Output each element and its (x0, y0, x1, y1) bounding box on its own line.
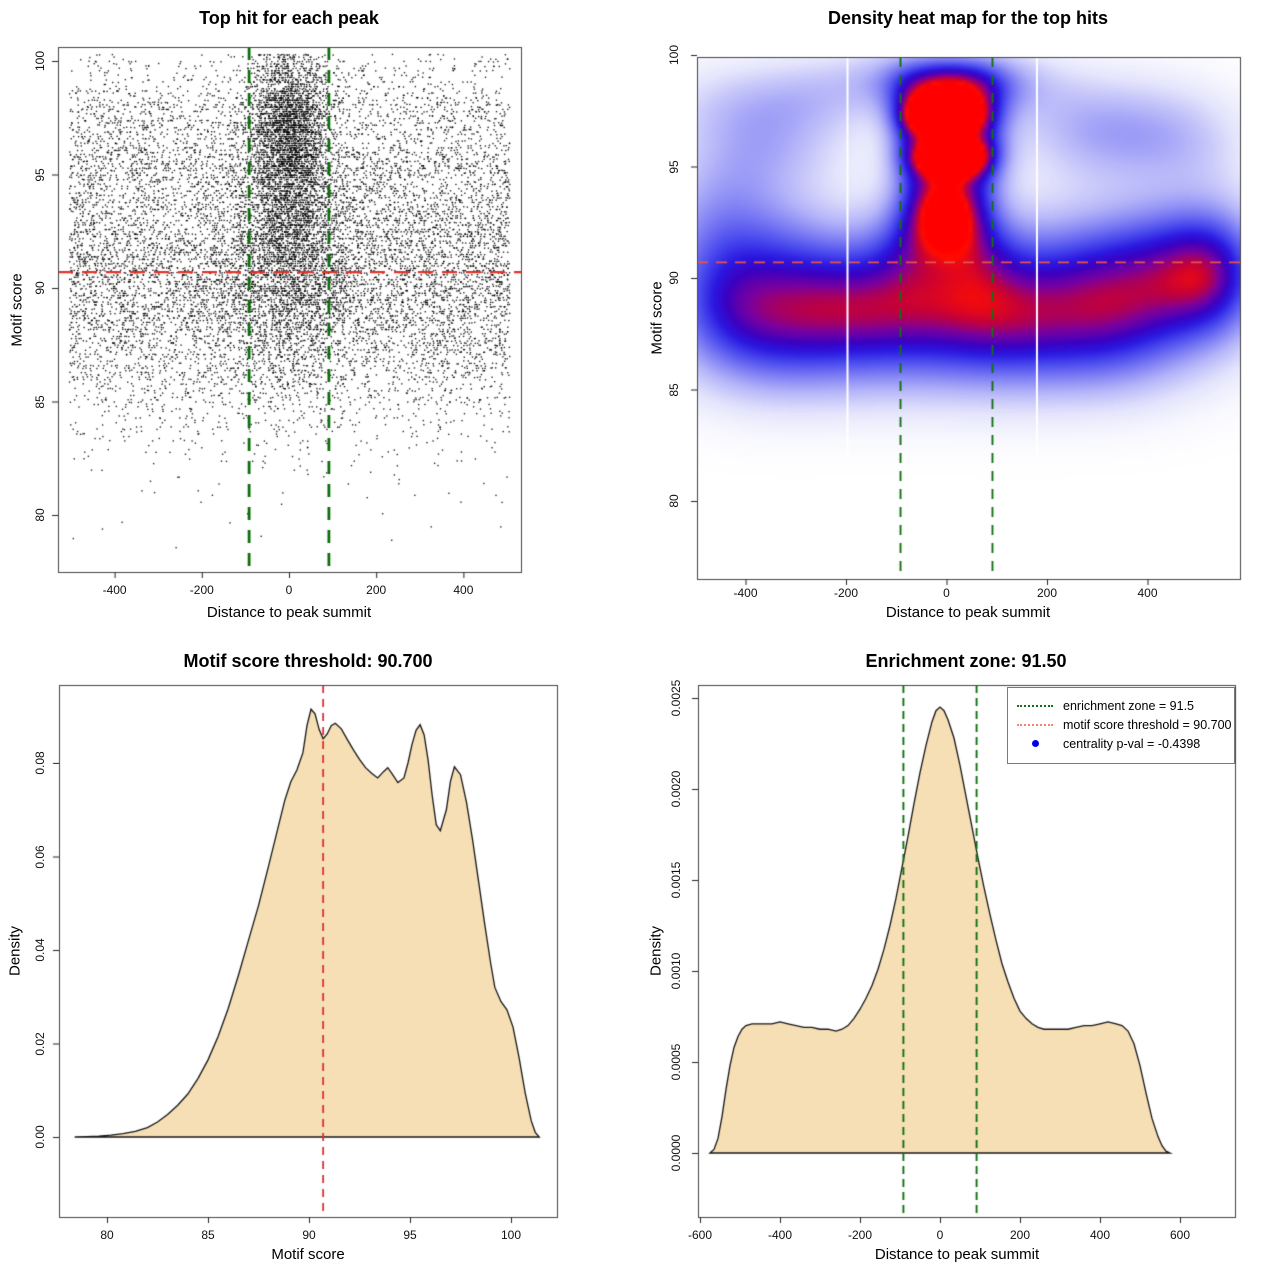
tick-label: 0 (936, 1228, 944, 1242)
x-axis-label-top-right: Distance to peak summit (885, 604, 1051, 621)
tick-label: -400 (102, 583, 127, 597)
legend-item-motif-score-threshold: motif score threshold = 90.700 (1016, 715, 1232, 734)
tick-label: 0.0025 (669, 679, 683, 717)
tick-label: 95 (403, 1228, 417, 1242)
legend-label: motif score threshold = 90.700 (1063, 717, 1232, 732)
tick-label: 100 (500, 1228, 522, 1242)
tick-label: 85 (667, 382, 681, 397)
tick-label: -400 (767, 1228, 793, 1242)
blue-dot-icon (1016, 740, 1054, 747)
tick-label: -200 (189, 583, 214, 597)
tick-label: -200 (833, 586, 859, 600)
tick-label: 95 (667, 159, 681, 174)
y-axis-label-bottom-right: Density (647, 925, 665, 977)
y-axis-label-top-left: Motif score (8, 273, 26, 347)
legend: enrichment zone = 91.5 motif score thres… (1007, 687, 1235, 764)
tick-label: -200 (847, 1228, 873, 1242)
x-axis-label-bottom-right: Distance to peak summit (874, 1246, 1040, 1263)
tick-label: 90 (667, 271, 681, 285)
panel-bottom-right-title: Enrichment zone: 91.50 (865, 651, 1067, 671)
legend-item-centrality-pval: centrality p-val = -0.4398 (1016, 734, 1226, 753)
tick-label: 0.00 (33, 1125, 47, 1149)
x-axis-label-top-left: Distance to peak summit (206, 604, 372, 621)
tick-label: 100 (33, 50, 47, 72)
legend-label: enrichment zone = 91.5 (1063, 698, 1194, 713)
legend-label: centrality p-val = -0.4398 (1063, 736, 1201, 751)
panel-bottom-left-title: Motif score threshold: 90.700 (183, 651, 433, 671)
tick-label: -400 (733, 586, 758, 600)
tick-label: 0 (943, 586, 950, 600)
tick-label: 0.0000 (669, 1134, 683, 1172)
tick-label: -600 (687, 1228, 713, 1242)
x-axis-label-bottom-left: Motif score (271, 1246, 345, 1263)
tick-label: 80 (667, 494, 681, 508)
y-axis-label-top-right: Motif score (648, 281, 666, 355)
tick-label: 95 (33, 167, 47, 182)
panel-top-left-title: Top hit for each peak (199, 8, 379, 28)
tick-label: 200 (1009, 1228, 1031, 1242)
tick-label: 0.06 (33, 844, 47, 869)
tick-label: 0 (285, 583, 293, 597)
tick-label: 0.02 (33, 1031, 47, 1056)
tick-label: 0.0010 (669, 952, 683, 990)
tick-label: 600 (1169, 1228, 1191, 1242)
tick-label: 400 (1089, 1228, 1111, 1242)
y-axis-label-bottom-left: Density (6, 925, 24, 977)
tick-label: 90 (302, 1228, 316, 1242)
tick-label: 400 (1137, 586, 1158, 600)
tick-label: 90 (33, 281, 47, 295)
tick-label: 0.08 (33, 751, 47, 775)
tick-label: 200 (366, 583, 387, 597)
legend-item-enrichment-zone: enrichment zone = 91.5 (1016, 696, 1226, 715)
green-dotted-line-icon (1016, 704, 1054, 707)
tick-label: 200 (1036, 586, 1058, 600)
red-dotted-line-icon (1016, 723, 1054, 726)
panel-top-right-title: Density heat map for the top hits (827, 8, 1109, 28)
tick-label: 0.0005 (669, 1043, 683, 1081)
tick-label: 80 (100, 1228, 114, 1242)
tick-label: 400 (453, 583, 474, 597)
tick-label: 85 (201, 1228, 215, 1242)
tick-label: 80 (33, 508, 47, 522)
tick-label: 0.0020 (669, 770, 683, 808)
tick-label: 0.04 (33, 938, 47, 962)
tick-label: 85 (33, 394, 47, 409)
tick-label: 0.0015 (669, 861, 683, 899)
tick-label: 100 (667, 44, 681, 66)
